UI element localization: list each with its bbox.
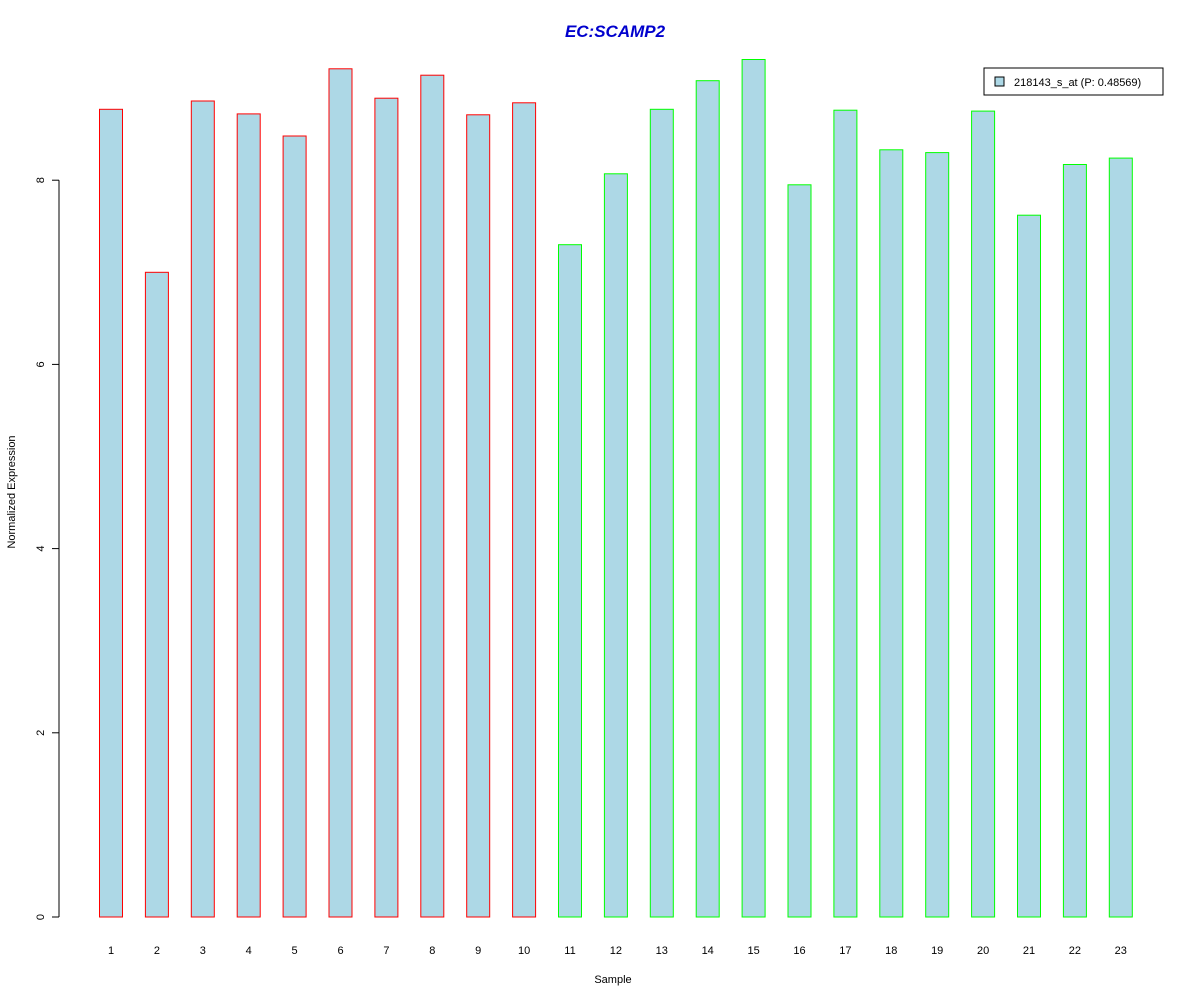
bar-sample-11 [558,244,582,918]
x-tick-label: 19 [931,945,943,957]
bar-sample-3 [190,100,215,918]
legend-swatch [994,76,1005,87]
x-tick-label: 8 [429,945,435,957]
bar-sample-12 [603,173,628,918]
bar-sample-9 [466,114,491,918]
legend-entry: 218143_s_at (P: 0.48569) [1014,77,1141,89]
bars-group [99,59,1133,918]
bar-sample-16 [787,184,812,918]
bar-sample-2 [144,271,169,918]
x-tick-label: 22 [1069,945,1081,957]
y-tick-label: 4 [35,546,47,552]
x-tick-label: 20 [977,945,989,957]
y-axis: 0 2 4 6 8 [35,177,60,920]
x-tick-label: 16 [793,945,805,957]
x-tick-label: 5 [292,945,298,957]
bar-sample-4 [236,113,261,918]
chart-title: EC:SCAMP2 [565,22,666,41]
x-tick-label: 17 [839,945,851,957]
bar-sample-6 [328,68,353,918]
x-tick-label: 3 [200,945,206,957]
x-tick-labels: 1 2 3 4 5 6 7 8 9 10 11 12 13 14 15 16 17 18 19 20 21 22 23 [108,945,1127,957]
x-tick-label: 13 [656,945,668,957]
y-tick-label: 0 [35,914,47,920]
x-axis-label: Sample [594,974,631,986]
y-tick-label: 8 [35,177,47,183]
bar-sample-5 [282,135,307,918]
x-tick-label: 4 [246,945,252,957]
y-tick-label: 2 [35,730,47,736]
y-axis-label: Normalized Expression [6,435,18,548]
x-tick-label: 6 [337,945,343,957]
bar-sample-18 [879,149,904,918]
x-tick-label: 23 [1115,945,1127,957]
x-tick-label: 7 [383,945,389,957]
bar-sample-19 [925,152,950,918]
x-tick-label: 11 [564,945,575,957]
x-tick-label: 10 [518,945,530,957]
bar-sample-15 [741,59,766,918]
x-tick-label: 14 [702,945,714,957]
bar-sample-17 [833,109,858,918]
bar-sample-14 [695,80,720,918]
bar-sample-7 [374,97,399,918]
x-tick-label: 2 [154,945,160,957]
x-tick-label: 15 [747,945,759,957]
bar-sample-10 [512,102,537,918]
x-tick-label: 9 [475,945,481,957]
bar-sample-21 [1017,214,1041,918]
x-tick-label: 1 [108,945,114,957]
x-tick-label: 12 [610,945,622,957]
legend: 218143_s_at (P: 0.48569) [983,67,1164,96]
bar-sample-13 [649,108,674,918]
x-tick-label: 18 [885,945,897,957]
y-tick-label: 6 [35,361,47,367]
bar-sample-1 [99,108,123,918]
x-tick-label: 21 [1023,945,1035,957]
bar-sample-23 [1108,157,1133,918]
legend-box [983,67,1164,96]
bar-sample-22 [1062,164,1087,918]
bar-sample-20 [971,110,996,918]
bar-sample-8 [420,74,445,918]
